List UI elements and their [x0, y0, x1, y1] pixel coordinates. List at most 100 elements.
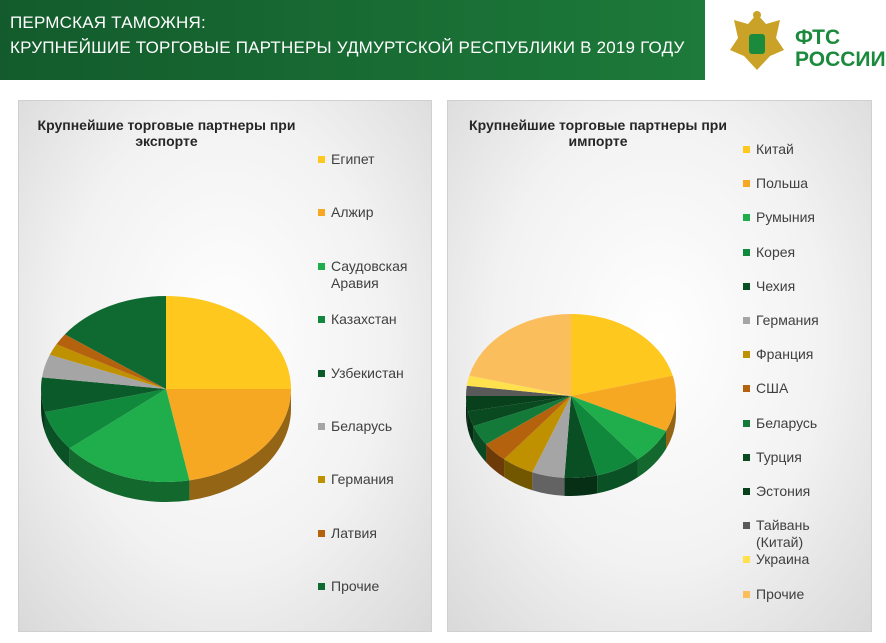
slice: [466, 385, 571, 396]
legend-label: Беларусь: [331, 418, 393, 434]
legend-entry: Чехия: [743, 277, 836, 295]
slice: [64, 296, 166, 389]
legend-swatch: [318, 476, 325, 484]
legend-label: Прочие: [331, 578, 380, 595]
slice: [44, 389, 166, 449]
legend-entry: Китай: [743, 141, 836, 158]
slice: [466, 396, 571, 412]
legend-swatch: [743, 419, 750, 427]
legend-swatch: [318, 316, 325, 324]
legend-entry: Румыния: [743, 209, 836, 226]
legend-label: Чехия: [756, 277, 796, 294]
slice-side: [41, 389, 45, 433]
legend-swatch: [743, 453, 750, 461]
slice-side: [532, 472, 565, 496]
slice-side: [504, 459, 533, 491]
slice-side: [69, 448, 190, 503]
legend-label: Турция: [756, 448, 802, 465]
legend-entry: Прочие: [318, 578, 426, 595]
emblem-crown: [753, 11, 761, 19]
slice-side: [44, 412, 70, 469]
slice-side: [466, 396, 468, 430]
legend-entry: Беларусь: [318, 418, 426, 435]
emblem-shield: [749, 34, 765, 54]
chart-panel: Крупнейшие торговые партнеры при экспорт…: [18, 100, 432, 632]
legend-label: Прочие: [756, 585, 805, 602]
legend-entry: Франция: [743, 346, 836, 363]
legend-swatch: [318, 209, 325, 217]
legend-entry: Польша: [743, 175, 836, 192]
slice: [166, 389, 291, 481]
legend-label: Румыния: [756, 209, 816, 226]
slice: [166, 296, 291, 389]
slice: [469, 314, 571, 396]
legend-entry: Узбекистан: [318, 365, 426, 382]
slice: [56, 334, 166, 389]
legend-swatch: [318, 369, 325, 377]
slice: [486, 396, 571, 460]
legend-swatch: [743, 522, 750, 530]
emblem: [730, 11, 784, 70]
header-subtitle: КРУПНЕЙШИЕ ТОРГОВЫЕ ПАРТНЕРЫ УДМУРТСКОЙ …: [10, 38, 685, 57]
slice-side: [473, 426, 487, 463]
legend-swatch: [318, 423, 325, 430]
slice: [532, 396, 571, 478]
slice: [69, 389, 190, 482]
legend-label: Германия: [756, 312, 819, 328]
logo-text: ФТС: [795, 26, 841, 49]
slice: [564, 396, 598, 478]
pie-chart: [40, 296, 291, 503]
chart-title: Крупнейшие торговые партнеры при импорте: [469, 117, 727, 149]
slice: [504, 396, 571, 473]
slice: [571, 396, 667, 460]
legend-swatch: [743, 317, 750, 324]
legend-label: Тайвань (Китай): [756, 517, 810, 551]
slice: [41, 354, 166, 389]
legend-entry: Прочие: [743, 585, 836, 603]
slice-side: [597, 459, 638, 494]
legend-swatch: [743, 590, 750, 598]
legend-swatch: [743, 351, 750, 359]
legend-label: Корея: [756, 243, 796, 260]
slice: [473, 396, 571, 445]
legend-swatch: [743, 556, 750, 564]
legend-entry: Германия: [743, 312, 836, 329]
legend-swatch: [318, 156, 325, 163]
logo-text: РОССИИ: [795, 48, 886, 71]
legend-label: США: [756, 380, 789, 397]
legend-swatch: [743, 214, 750, 222]
legend-swatch: [318, 583, 325, 591]
legend-entry: Украина: [743, 551, 836, 568]
legend-swatch: [743, 248, 750, 256]
legend-entry: Тайвань (Китай): [743, 517, 836, 551]
chart-title: Крупнейшие торговые партнеры при экспорт…: [37, 117, 296, 149]
legend-label: Китай: [756, 141, 794, 157]
slice: [571, 396, 638, 476]
legend-entry: Корея: [743, 243, 836, 261]
legend-label: Латвия: [331, 524, 377, 541]
slice-side: [467, 411, 474, 445]
legend-swatch: [318, 529, 325, 537]
legend-entry: США: [743, 380, 836, 397]
legend-label: Алжир: [331, 204, 374, 221]
legend-entry: Беларусь: [743, 414, 836, 432]
legend-entry: Алжир: [318, 204, 426, 221]
legend-label: Беларусь: [756, 414, 818, 431]
header-title: ПЕРМСКАЯ ТАМОЖНЯ:: [10, 13, 206, 32]
slice-side: [666, 396, 676, 449]
slice: [49, 344, 166, 389]
slice-side: [564, 475, 598, 496]
header-bar: ПЕРМСКАЯ ТАМОЖНЯ: КРУПНЕЙШИЕ ТОРГОВЫЕ ПА…: [0, 0, 705, 80]
slice-side: [637, 430, 667, 478]
legend-swatch: [743, 488, 750, 495]
slice: [40, 377, 166, 413]
slice: [467, 396, 571, 427]
legend-label: Эстония: [756, 483, 811, 499]
pie-chart: [466, 314, 676, 496]
legend-entry: Германия: [318, 471, 426, 488]
legend-entry: Латвия: [318, 524, 426, 542]
slice-side: [486, 444, 505, 478]
legend-entry: Турция: [743, 448, 836, 466]
legend-label: Франция: [756, 346, 814, 363]
